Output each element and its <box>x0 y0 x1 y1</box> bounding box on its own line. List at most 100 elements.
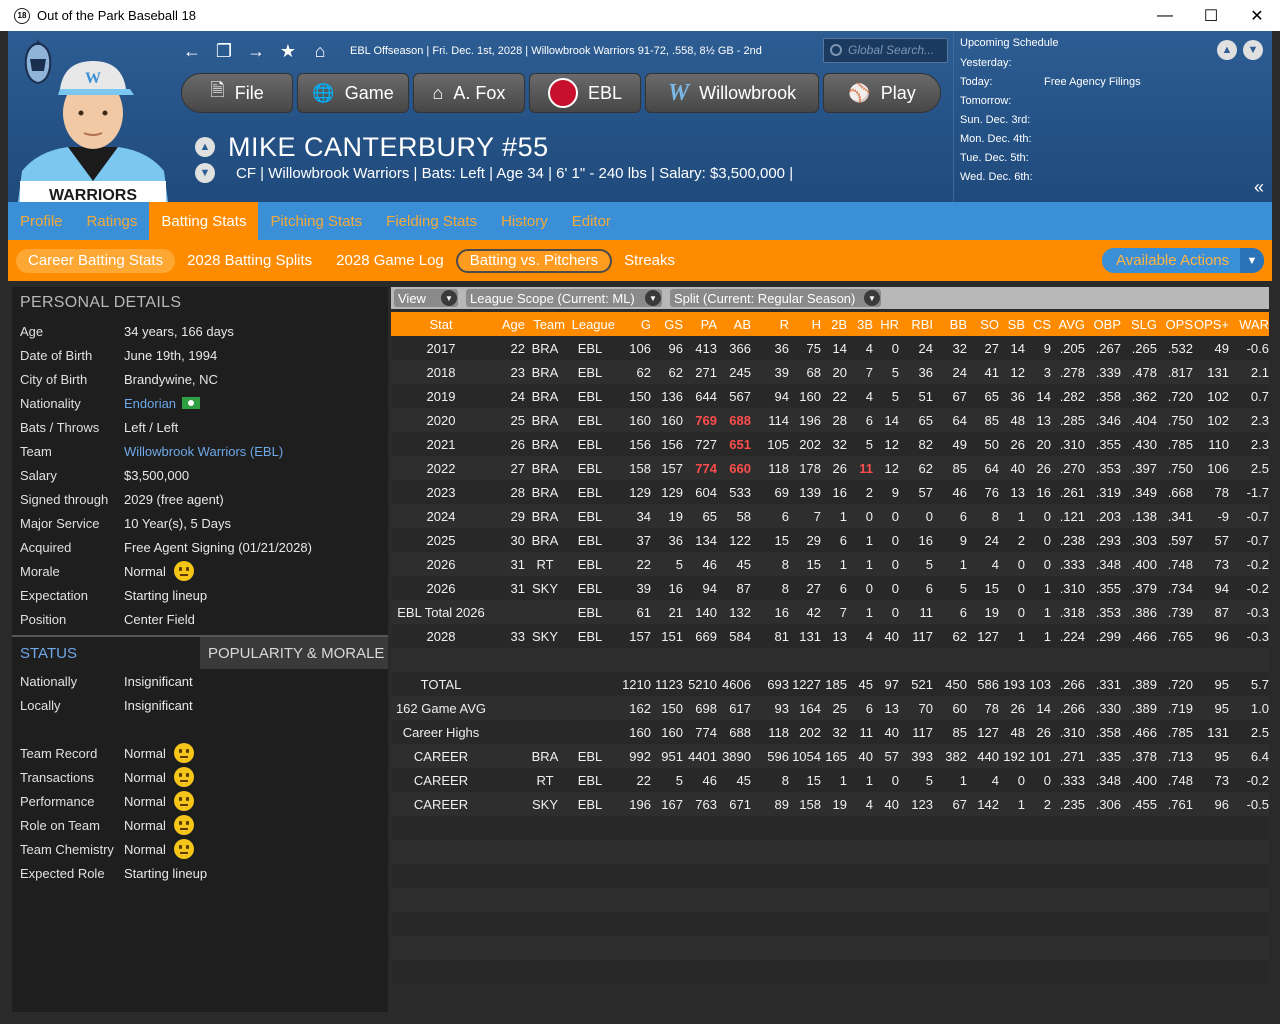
tab-batting-stats[interactable]: Batting Stats <box>149 202 259 240</box>
close-button[interactable]: ✕ <box>1250 7 1264 25</box>
column-header[interactable]: CS <box>1032 316 1051 332</box>
table-row[interactable]: 2019 24 BRA EBL 150 136 644 567 94 160 22 4 5 51 67 65 3… <box>391 384 1269 408</box>
previous-player-button[interactable]: ▲ <box>195 137 215 157</box>
table-row[interactable]: 2017 22 BRA EBL 106 96 413 366 36 75 14 4 0 24 32 27 14 9… <box>391 336 1269 360</box>
subtab-career-batting-stats[interactable]: Career Batting Stats <box>16 248 176 273</box>
table-cell: 196 <box>629 796 651 812</box>
table-cell: 29 <box>510 508 525 524</box>
tab-history[interactable]: History <box>501 212 548 230</box>
status-value: Insignificant <box>124 697 193 713</box>
tab-fielding-stats[interactable]: Fielding Stats <box>386 212 478 230</box>
column-header[interactable]: SB <box>1007 316 1025 332</box>
column-header[interactable]: HR <box>880 316 899 332</box>
table-cell: 0 <box>1017 772 1025 788</box>
column-header[interactable]: GS <box>664 316 683 332</box>
column-header[interactable]: H <box>811 316 821 332</box>
split-dropdown[interactable]: Split (Current: Regular Season) ▼ <box>670 289 881 307</box>
menu-league-button[interactable]: EBL <box>529 73 641 113</box>
tab-ratings[interactable]: Ratings <box>86 212 138 230</box>
available-actions-dropdown[interactable]: Available Actions ▼ <box>1102 248 1264 273</box>
table-cell: .386 <box>1131 604 1157 620</box>
column-header[interactable]: PA <box>700 316 717 332</box>
table-cell: 2025 <box>426 532 456 548</box>
table-row[interactable]: 2028 33 SKY EBL 157 151 669 584 81 131 13 4 40 117 62 1… <box>391 624 1269 648</box>
column-header[interactable]: OBP <box>1093 316 1121 332</box>
table-row[interactable]: TOTAL 1210 1123 5210 4606 693 1227 185 45 97 521 45… <box>391 672 1269 696</box>
minimize-button[interactable]: — <box>1157 6 1173 24</box>
column-header[interactable]: 3B <box>857 316 873 332</box>
collapse-panel-icon[interactable]: « <box>1253 177 1264 197</box>
column-header[interactable]: SLG <box>1130 316 1157 332</box>
next-player-button[interactable]: ▼ <box>195 163 215 183</box>
column-header[interactable]: AVG <box>1058 316 1086 332</box>
subtab-batting-splits[interactable]: 2028 Batting Splits <box>187 252 313 269</box>
tab-status[interactable]: STATUS <box>12 637 200 669</box>
table-row[interactable]: CAREER BRA EBL 992 951 4401 3890 596 1054 165 40 57… <box>391 744 1269 768</box>
column-header[interactable]: R <box>779 316 789 332</box>
table-row[interactable]: 2021 26 BRA EBL 156 156 727 651 105 202 32 5 12 82 49 5… <box>391 432 1269 456</box>
menu-manager-button[interactable]: ⌂ A. Fox <box>413 73 525 113</box>
copy-icon[interactable]: ❐ <box>215 40 233 61</box>
table-row[interactable]: 2026 31 SKY EBL 39 16 94 87 8 27 6 0 0 6 5 15 0 1 .310 .355… <box>391 576 1269 600</box>
column-header[interactable]: RBI <box>911 316 933 332</box>
table-cell: 106 <box>629 340 651 356</box>
schedule-down-button[interactable]: ▼ <box>1243 40 1263 60</box>
column-header[interactable]: OPS <box>1165 316 1193 332</box>
table-row[interactable]: 162 Game AVG 162 150 698 617 93 164 25 6 13 70 60 78… <box>391 696 1269 720</box>
table-row[interactable]: 2022 27 BRA EBL 158 157 774 660 118 178 26 11 12 62 85… <box>391 456 1269 480</box>
table-cell: 8 <box>781 772 789 788</box>
column-header[interactable]: 2B <box>831 316 847 332</box>
back-arrow-icon[interactable]: ← <box>183 40 201 61</box>
column-header[interactable]: G <box>640 316 651 332</box>
tab-editor[interactable]: Editor <box>571 212 611 230</box>
view-dropdown[interactable]: View ▼ <box>394 289 458 307</box>
table-row[interactable] <box>391 648 1269 672</box>
schedule-up-button[interactable]: ▲ <box>1217 40 1237 60</box>
column-header[interactable]: SO <box>980 316 999 332</box>
table-row[interactable]: CAREER RT EBL 22 5 46 45 8 15 1 1 0 5 1 4 0 0 .333 .348 .40… <box>391 768 1269 792</box>
table-row[interactable]: CAREER SKY EBL 196 167 763 671 89 158 19 4 40 123 67 1… <box>391 792 1269 816</box>
tab-popularity-morale[interactable]: POPULARITY & MORALE <box>200 637 388 669</box>
table-row[interactable]: 2020 25 BRA EBL 160 160 769 688 114 196 28 6 14 65 64 8… <box>391 408 1269 432</box>
table-cell: 85 <box>952 460 967 476</box>
column-header[interactable]: Age <box>501 316 525 332</box>
table-row[interactable]: 2025 30 BRA EBL 37 36 134 122 15 29 6 1 0 16 9 24 2 0 .238… <box>391 528 1269 552</box>
tab-pitching-stats[interactable]: Pitching Stats <box>270 212 363 230</box>
table-row[interactable]: 2024 29 BRA EBL 34 19 65 58 6 7 1 0 0 0 6 8 1 0.121.203.1… <box>391 504 1269 528</box>
subtab-game-log[interactable]: 2028 Game Log <box>336 252 444 269</box>
column-header[interactable]: Stat <box>429 316 453 332</box>
table-row[interactable]: Career Highs 160 160 774 688 118 202 32 11 40 117 8… <box>391 720 1269 744</box>
star-icon[interactable]: ★ <box>279 40 297 61</box>
subtab-batting-vs-pitchers[interactable]: Batting vs. Pitchers <box>455 248 613 273</box>
column-header[interactable]: Team <box>533 316 565 332</box>
global-search-input[interactable]: Global Search... <box>823 38 948 63</box>
tab-profile[interactable]: Profile <box>20 212 63 230</box>
column-header[interactable]: League <box>571 316 615 332</box>
table-cell: 26 <box>510 436 525 452</box>
table-cell: 2022 <box>426 460 456 476</box>
forward-arrow-icon[interactable]: → <box>247 40 265 61</box>
column-header[interactable]: OPS+ <box>1193 316 1229 332</box>
table-row[interactable]: 2026 31 RT EBL 22 5 46 45 8 15 1 1 0 5 1 4 0 0 .333 .348 .40… <box>391 552 1269 576</box>
menu-file-button[interactable]: 🗎 File <box>181 73 293 113</box>
home-icon[interactable]: ⌂ <box>314 40 326 61</box>
maximize-button[interactable]: ☐ <box>1203 7 1219 25</box>
table-row[interactable]: 2023 28 BRA EBL 129 129 604 533 69 139 16 2 9 57 46 76 1… <box>391 480 1269 504</box>
table-cell: 5 <box>865 436 873 452</box>
column-header[interactable]: BB <box>949 316 967 332</box>
status-label: Transactions <box>20 769 94 785</box>
menu-game-button[interactable]: 🌐 Game <box>297 73 409 113</box>
column-header[interactable]: AB <box>733 316 751 332</box>
table-cell: 366 <box>729 340 751 356</box>
league-scope-dropdown[interactable]: League Scope (Current: ML) ▼ <box>466 289 662 307</box>
subtab-streaks[interactable]: Streaks <box>624 252 675 269</box>
table-cell: .333 <box>1059 556 1085 572</box>
detail-value[interactable]: Endorian <box>124 395 177 411</box>
menu-play-button[interactable]: ⚾ Play <box>823 73 941 113</box>
column-header[interactable]: WAR <box>1239 316 1269 332</box>
menu-team-button[interactable]: W Willowbrook <box>645 73 819 113</box>
table-row[interactable]: 2018 23 BRA EBL 62 62 271 245 39 68 20 7 5 36 24 41 12 3.… <box>391 360 1269 384</box>
table-cell: 763 <box>695 796 717 812</box>
detail-value[interactable]: Willowbrook Warriors (EBL) <box>124 443 284 459</box>
table-row[interactable]: EBL Total 2026 EBL 61 21 140 132 16 42 7 1 0 11 6 19 0… <box>391 600 1269 624</box>
